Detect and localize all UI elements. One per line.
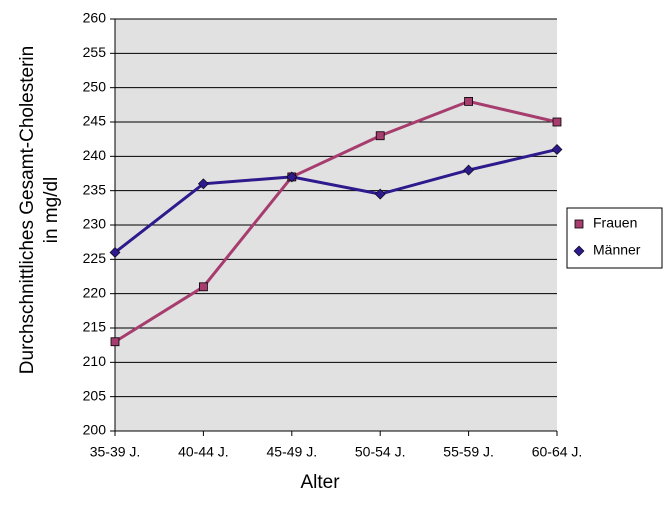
- x-axis-title: Alter: [300, 472, 340, 493]
- legend-label: Männer: [593, 242, 641, 258]
- y-tick-label: 200: [83, 422, 107, 438]
- x-tick-label: 60-64 J.: [532, 444, 583, 460]
- legend-marker: [573, 245, 585, 257]
- series-line: [114, 148, 558, 254]
- point: [551, 144, 563, 155]
- legend-marker: [574, 219, 584, 229]
- point: [197, 178, 209, 190]
- y-tick-label: 215: [83, 319, 107, 335]
- y-tick-label: 220: [83, 284, 107, 300]
- point: [374, 188, 386, 200]
- point: [463, 164, 475, 176]
- y-tick-label: 230: [83, 216, 107, 232]
- legend: [566, 207, 663, 269]
- legend-label: Frauen: [593, 215, 637, 231]
- point: [109, 247, 121, 258]
- y-tick-label: 205: [83, 387, 107, 403]
- x-tick-label: 35-39 J.: [90, 444, 141, 460]
- y-tick-label: 250: [83, 78, 107, 94]
- point: [464, 97, 474, 106]
- x-tick-label: 55-59 J.: [443, 444, 494, 460]
- x-tick-label: 40-44 J.: [178, 444, 229, 460]
- y-tick-label: 240: [83, 147, 107, 163]
- y-tick-label: 255: [83, 44, 107, 60]
- point: [286, 171, 298, 183]
- y-tick-label: 235: [83, 181, 107, 197]
- point: [375, 131, 385, 141]
- series-line: [114, 99, 558, 344]
- point: [110, 337, 120, 347]
- y-tick-label: 210: [83, 353, 107, 369]
- y-tick-label: 225: [83, 250, 107, 266]
- point: [198, 282, 208, 292]
- point: [552, 117, 562, 127]
- x-tick-label: 50-54 J.: [355, 444, 406, 460]
- x-tick-label: 45-49 J.: [267, 444, 318, 460]
- y-axis-title: Durchschnittliches Gesamt-Cholesterin: [17, 46, 38, 374]
- y-tick-label: 245: [83, 113, 107, 129]
- y-axis-title: in mg/dl: [41, 177, 62, 244]
- y-tick-label: 260: [83, 10, 107, 26]
